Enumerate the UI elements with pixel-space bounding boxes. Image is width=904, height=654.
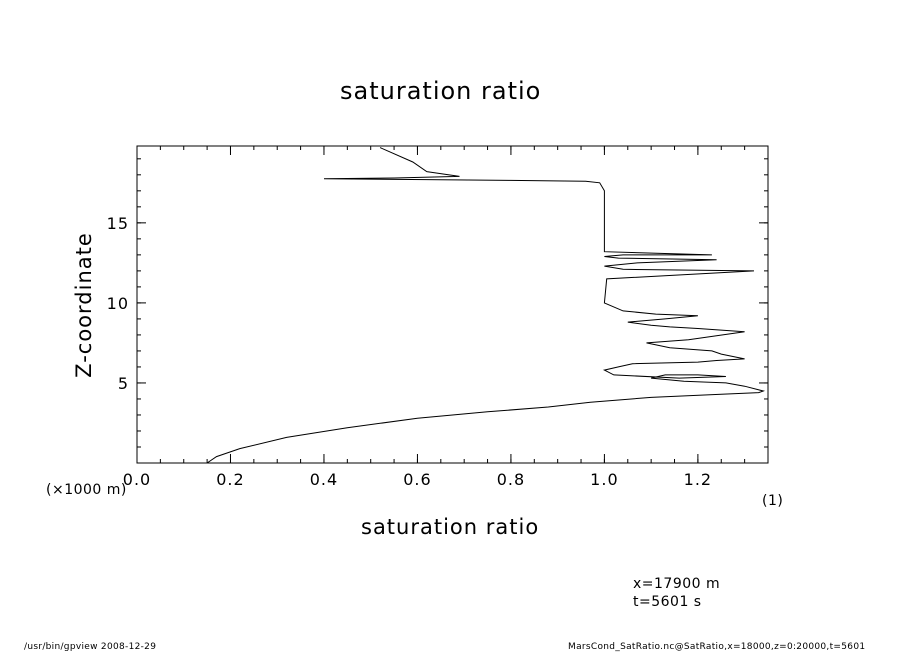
x-tick-label: 0.2 — [216, 470, 244, 489]
y-tick-label: 15 — [107, 214, 129, 233]
x-axis-unit: (1) — [762, 493, 784, 509]
x-tick-label: 0.8 — [497, 470, 525, 489]
x-tick-label: 1.0 — [590, 470, 618, 489]
x-tick-label: 1.2 — [684, 470, 712, 489]
x-tick-label: 0.6 — [403, 470, 431, 489]
y-axis-label: Z-coordinate — [72, 232, 96, 378]
saturation-ratio-line — [206, 147, 766, 464]
x-tick-label: 0.4 — [310, 470, 338, 489]
y-tick-label: 10 — [107, 294, 129, 313]
x-axis-label: saturation ratio — [361, 515, 540, 539]
y-tick-label: 5 — [118, 374, 129, 393]
y-axis-unit: (×1000 m) — [46, 482, 127, 498]
chart-title: saturation ratio — [340, 77, 542, 105]
plot-frame — [136, 145, 769, 464]
position-annotation-t: t=5601 s — [633, 594, 702, 610]
x-tick-label: 0.0 — [123, 470, 151, 489]
minor-ticks — [137, 146, 768, 463]
tick-labels: 0.0 0.2 0.4 0.6 0.8 1.0 1.2 5 10 15 — [107, 214, 712, 489]
position-annotation-x: x=17900 m — [633, 576, 721, 592]
footer-right: MarsCond_SatRatio.nc@SatRatio,x=18000,z=… — [568, 642, 866, 652]
major-ticks — [136, 146, 768, 463]
footer-left: /usr/bin/gpview 2008-12-29 — [24, 642, 157, 652]
